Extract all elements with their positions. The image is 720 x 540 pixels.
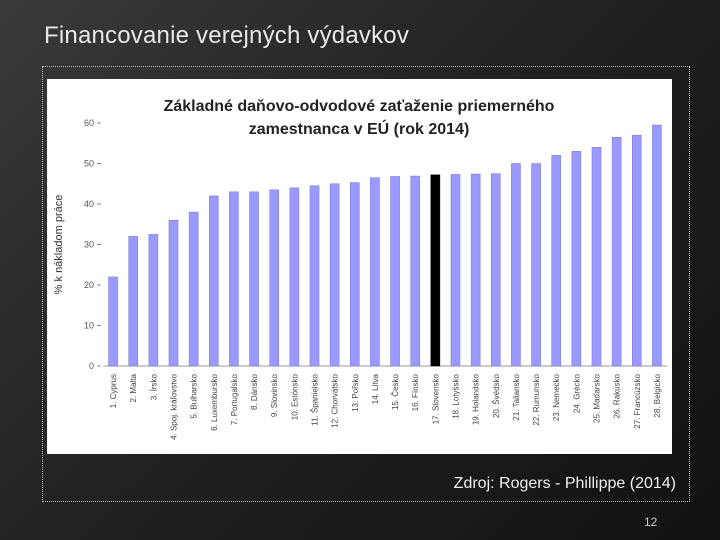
bar-23 — [551, 155, 561, 367]
x-tick-label-16: 16. Fínsko — [411, 373, 420, 411]
bar-8 — [249, 191, 259, 367]
x-tick-label-23: 23. Nemecko — [552, 373, 561, 421]
x-tick-label-12: 12. Chorvátsko — [331, 373, 340, 427]
x-tick-label-22: 22. Rumunsko — [532, 373, 541, 425]
bar-1 — [108, 276, 118, 367]
bar-16 — [410, 175, 420, 367]
bar-18 — [450, 174, 461, 367]
y-tick-label-4: 40 — [84, 199, 94, 209]
x-tick-label-1: 1. Cyprus — [109, 374, 118, 408]
bar-11 — [309, 185, 320, 367]
bar-2 — [128, 236, 138, 367]
x-tick-label-4: 4. Spoj. kráľovstvo — [170, 373, 179, 439]
y-tick-label-6: 60 — [84, 118, 94, 128]
bar-20 — [491, 173, 501, 367]
bar-12 — [329, 183, 340, 367]
x-tick-label-27: 27. Francúzsko — [633, 373, 642, 428]
y-axis-label: % k nákladom práce — [53, 195, 65, 295]
x-tick-label-6: 6. Luxembursko — [210, 373, 219, 430]
x-tick-label-20: 20. Švédsko — [492, 373, 501, 418]
x-tick-label-19: 19. Holandsko — [472, 373, 481, 425]
content-frame — [42, 66, 690, 502]
bar-22 — [531, 163, 541, 367]
bar-9 — [269, 189, 279, 367]
y-tick-label-5: 50 — [84, 159, 94, 169]
chart-title-line1: Základné daňovo-odvodové zaťaženie priem… — [164, 98, 555, 115]
x-tick-label-17: 17. Slovensko — [431, 373, 440, 424]
bar-28 — [652, 124, 662, 367]
x-tick-label-2: 2. Malta — [129, 373, 138, 402]
x-tick-label-25: 25. Maďarsko — [593, 373, 602, 422]
x-tick-label-10: 10. Estónsko — [290, 373, 299, 420]
chart-title-line2: zamestnanca v EÚ (rok 2014) — [249, 119, 470, 138]
chart-panel: Základné daňovo-odvodové zaťaženie priem… — [47, 79, 672, 454]
bar-6 — [209, 195, 219, 367]
x-tick-label-11: 11. Španielsko — [311, 373, 320, 425]
bar-10 — [289, 187, 300, 367]
x-tick-label-13: 13. Poľsko — [351, 373, 360, 411]
bar-26 — [611, 136, 622, 367]
bar-5 — [188, 211, 199, 367]
bar-21 — [511, 163, 521, 367]
x-tick-label-9: 9. Slovinsko — [270, 373, 279, 417]
bar-13 — [350, 182, 360, 367]
x-tick-label-18: 18. Lotyšsko — [452, 373, 461, 418]
y-tick-label-2: 20 — [84, 280, 94, 290]
bar-17 — [430, 174, 441, 367]
x-tick-label-15: 15. Česko — [391, 373, 400, 410]
bar-4 — [168, 219, 179, 367]
slide-title: Financovanie verejných výdavkov — [44, 22, 410, 49]
x-tick-label-8: 8. Dánsko — [250, 373, 259, 410]
page-number: 12 — [644, 515, 658, 529]
bar-chart: Základné daňovo-odvodové zaťaženie priem… — [53, 98, 667, 440]
x-tick-label-26: 26. Rakúsko — [613, 373, 622, 418]
bar-24 — [571, 151, 582, 367]
x-tick-label-14: 14. Litva — [371, 373, 380, 404]
x-tick-label-3: 3. Írsko — [149, 373, 158, 400]
y-tick-label-3: 30 — [84, 240, 94, 250]
bar-3 — [148, 234, 159, 367]
bar-25 — [591, 147, 602, 367]
bar-14 — [370, 177, 380, 367]
bar-15 — [390, 176, 400, 367]
y-tick-label-1: 10 — [84, 321, 94, 331]
y-tick-label-0: 0 — [89, 361, 94, 371]
bar-19 — [470, 173, 481, 367]
bar-7 — [229, 191, 239, 367]
x-tick-label-21: 21. Taliansko — [512, 373, 521, 420]
x-tick-label-28: 28. Belgicko — [653, 373, 662, 417]
bar-27 — [632, 134, 642, 367]
x-tick-label-7: 7. Portugalsko — [230, 373, 239, 425]
x-tick-label-5: 5. Bulharsko — [190, 373, 199, 418]
x-tick-label-24: 24. Grécko — [572, 373, 581, 413]
source-caption: Zdroj: Rogers - Phillippe (2014) — [453, 475, 676, 492]
